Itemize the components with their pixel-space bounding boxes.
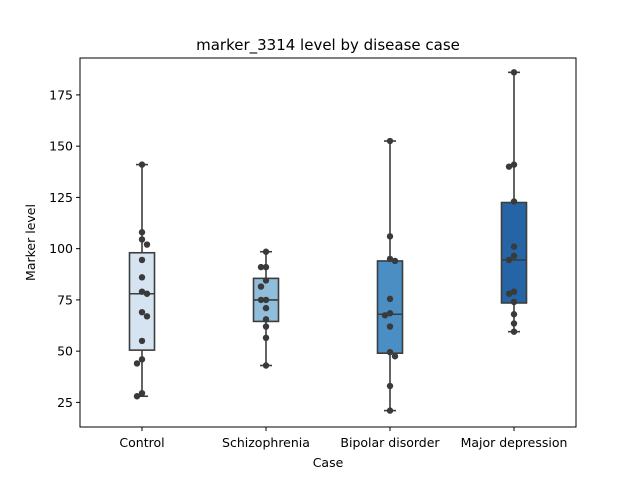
y-tick-label: 50: [57, 344, 73, 359]
data-point: [262, 304, 270, 312]
data-point: [257, 296, 265, 304]
data-point: [386, 137, 394, 145]
x-axis-label: Case: [313, 455, 344, 470]
data-point: [133, 393, 141, 400]
data-point: [138, 389, 146, 397]
data-point: [510, 298, 518, 306]
data-point: [505, 290, 513, 297]
data-point: [262, 248, 270, 255]
data-point: [510, 320, 518, 327]
data-point: [262, 263, 270, 271]
data-point: [510, 288, 518, 295]
data-point: [138, 288, 146, 295]
data-point: [138, 274, 146, 281]
data-point: [505, 163, 513, 170]
data-point: [505, 256, 513, 264]
y-tick-label: 125: [49, 190, 73, 205]
data-point: [386, 348, 394, 356]
data-point: [138, 337, 146, 345]
data-point: [133, 360, 141, 367]
x-tick-label: Schizophrenia: [222, 435, 310, 450]
data-point: [257, 283, 265, 290]
data-point: [143, 290, 151, 297]
data-point: [257, 263, 265, 271]
data-point: [138, 161, 146, 168]
data-point: [510, 252, 518, 260]
data-point: [138, 229, 146, 236]
data-point: [510, 198, 518, 205]
data-point: [386, 310, 394, 317]
data-point: [386, 233, 394, 240]
data-point: [391, 353, 399, 360]
data-point: [138, 309, 146, 316]
x-tick-label: Bipolar disorder: [340, 435, 440, 450]
data-point: [510, 311, 518, 318]
x-tick-label: Major depression: [461, 435, 568, 450]
data-point: [262, 277, 270, 284]
data-point: [386, 382, 394, 390]
data-point: [510, 328, 518, 335]
x-tick-label: Control: [119, 435, 164, 450]
y-tick-label: 175: [49, 87, 73, 102]
data-point: [262, 334, 270, 342]
y-tick-label: 150: [49, 139, 73, 154]
data-point: [510, 161, 518, 168]
data-point: [138, 356, 146, 363]
y-tick-label: 100: [49, 241, 73, 256]
plot-area: 25 50 75 100 125 150 175 Control Schizophrenia Bi…: [49, 57, 577, 450]
data-point: [386, 407, 394, 414]
y-tick-label: 75: [57, 292, 73, 307]
data-point: [262, 323, 270, 330]
data-point: [391, 257, 399, 265]
data-point: [143, 313, 151, 320]
plot-frame: [79, 57, 577, 428]
data-point: [138, 256, 146, 264]
data-point: [262, 362, 270, 369]
chart-title: marker_3314 level by disease case: [196, 36, 460, 55]
data-point: [262, 296, 270, 304]
box-bipolar-disorder: [376, 260, 404, 355]
data-point: [262, 316, 270, 323]
data-point: [510, 69, 518, 76]
y-tick-label: 25: [57, 395, 73, 410]
data-point: [143, 241, 151, 248]
data-point: [386, 295, 394, 303]
box-control: [128, 251, 156, 351]
data-point: [138, 236, 146, 243]
data-point: [386, 255, 394, 263]
data-point: [381, 312, 389, 319]
data-point: [386, 323, 394, 330]
y-axis-label: Marker level: [23, 204, 38, 281]
data-point: [510, 243, 518, 250]
